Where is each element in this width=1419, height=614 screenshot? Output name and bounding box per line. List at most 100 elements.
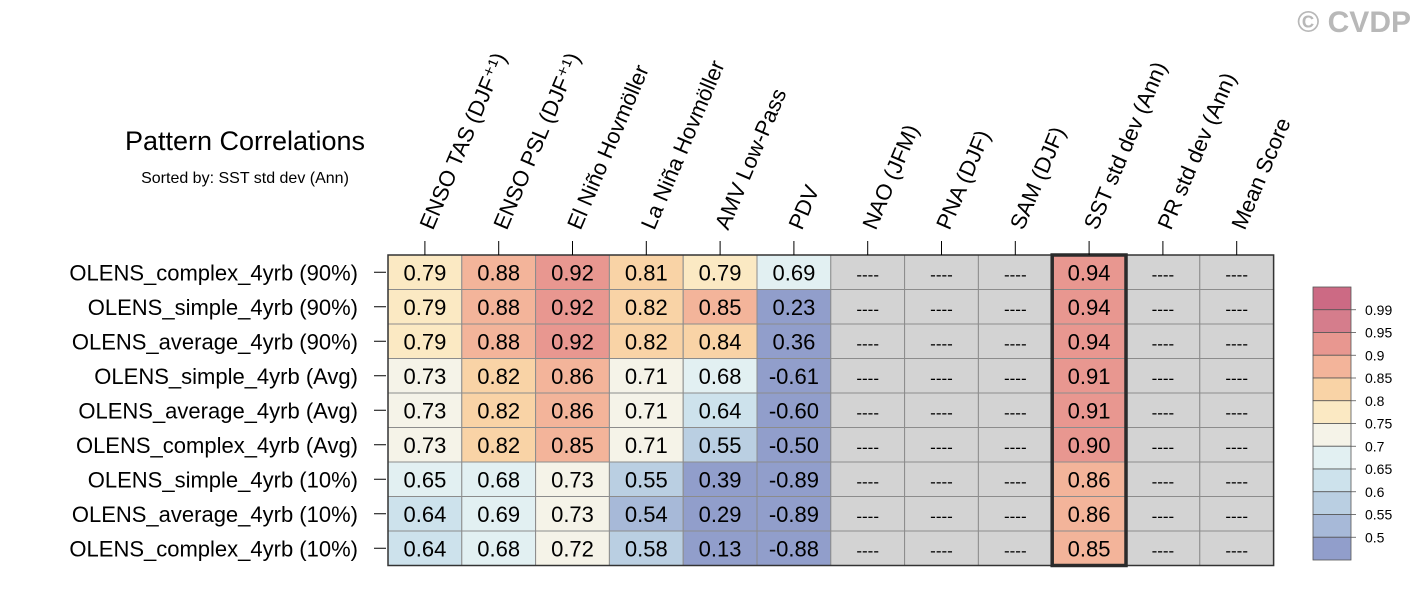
row-label: OLENS_complex_4yrb (10%) <box>69 536 358 561</box>
cell-value: 0.64 <box>403 502 446 527</box>
cell-value: 0.84 <box>699 329 742 354</box>
cell-value: ---- <box>1152 334 1175 353</box>
heatmap-cell <box>461 530 537 566</box>
cell-value: ---- <box>1152 369 1175 388</box>
watermark: © CVDP <box>1297 6 1411 39</box>
column-label: PR std dev (Ann) <box>1152 69 1240 233</box>
heatmap-cell <box>1125 323 1201 359</box>
cell-value: ---- <box>930 334 953 353</box>
cell-value: 0.86 <box>551 364 594 389</box>
colorbar-swatch <box>1312 286 1352 311</box>
cell-value: ---- <box>1225 300 1248 319</box>
cell-value: 0.73 <box>403 398 446 423</box>
cell-value: ---- <box>1004 403 1027 422</box>
colorbar-label: 0.7 <box>1365 438 1385 454</box>
heatmap-cell <box>682 427 758 463</box>
heatmap-cell <box>830 427 906 463</box>
cell-value: 0.69 <box>477 502 520 527</box>
heatmap-cell <box>756 289 832 325</box>
cell-value: 0.64 <box>403 536 446 561</box>
heatmap-cell <box>904 530 979 566</box>
column-label: El Niño Hovmöller <box>562 61 654 233</box>
cell-value: 0.79 <box>403 329 446 354</box>
heatmap-cell <box>1125 254 1201 290</box>
cell-value: 0.90 <box>1068 433 1111 458</box>
heatmap-cell <box>830 289 906 325</box>
cell-value: 0.92 <box>551 295 594 320</box>
cell-value: 0.94 <box>1068 260 1111 285</box>
heatmap-cell <box>830 323 906 359</box>
heatmap-cell <box>461 323 537 359</box>
heatmap-cell <box>904 254 979 290</box>
cell-value: ---- <box>1225 369 1248 388</box>
cell-value: ---- <box>1004 369 1027 388</box>
cell-value: 0.91 <box>1068 398 1111 423</box>
cell-value: 0.86 <box>551 398 594 423</box>
heatmap-cell <box>830 496 906 532</box>
colorbar-label: 0.6 <box>1365 484 1385 500</box>
cell-value: ---- <box>1004 265 1027 284</box>
heatmap-cell <box>535 427 610 463</box>
heatmap-cell <box>535 289 610 325</box>
cell-value: -0.61 <box>769 364 819 389</box>
heatmap-cell <box>535 461 610 497</box>
cell-value: ---- <box>1152 403 1175 422</box>
cell-value: ---- <box>930 438 953 457</box>
heatmap-cell <box>756 392 832 428</box>
cell-value: 0.82 <box>625 295 668 320</box>
colorbar-label: 0.99 <box>1365 302 1392 318</box>
colorbar-label: 0.5 <box>1365 529 1385 545</box>
colorbar-label: 0.85 <box>1365 370 1392 386</box>
cell-value: ---- <box>1225 403 1248 422</box>
cell-value: -0.50 <box>769 433 819 458</box>
cell-value: 0.13 <box>699 536 742 561</box>
heatmap-cell <box>682 461 758 497</box>
heatmap-cell <box>682 392 758 428</box>
heatmap-cell <box>535 323 610 359</box>
colorbar-swatch <box>1312 445 1352 470</box>
heatmap-cell <box>461 289 537 325</box>
cell-value: ---- <box>1225 334 1248 353</box>
grid-border <box>387 254 1275 567</box>
cell-value: 0.65 <box>403 467 446 492</box>
column-label: SST std dev (Ann) <box>1079 58 1172 233</box>
cell-value: ---- <box>1225 438 1248 457</box>
cell-value: 0.82 <box>477 398 520 423</box>
heatmap-cell <box>756 323 832 359</box>
cell-value: ---- <box>1225 541 1248 560</box>
cell-value: ---- <box>1225 265 1248 284</box>
cell-value: ---- <box>1225 507 1248 526</box>
cell-value: ---- <box>1004 334 1027 353</box>
row-label: OLENS_simple_4yrb (Avg) <box>94 364 358 389</box>
heatmap-cell <box>608 289 684 325</box>
cell-value: ---- <box>856 403 879 422</box>
row-label: OLENS_complex_4yrb (Avg) <box>76 433 358 458</box>
heatmap-cell <box>1051 496 1127 532</box>
chart-title: Pattern Correlations <box>124 126 366 156</box>
cell-value: ---- <box>856 369 879 388</box>
cell-value: 0.85 <box>699 295 742 320</box>
column-label: AMV Low-Pass <box>710 85 792 233</box>
cell-value: 0.85 <box>1068 536 1111 561</box>
heatmap-cell <box>608 358 684 394</box>
heatmap-cell <box>1199 392 1275 428</box>
cell-value: 0.86 <box>1068 502 1111 527</box>
cell-value: 0.88 <box>477 329 520 354</box>
colorbar-label: 0.65 <box>1365 461 1392 477</box>
heatmap-cell <box>682 289 758 325</box>
cell-value: 0.88 <box>477 260 520 285</box>
cell-value: ---- <box>930 472 953 491</box>
heatmap-cell <box>904 461 979 497</box>
colorbar-label: 0.95 <box>1365 325 1392 341</box>
cell-value: ---- <box>930 507 953 526</box>
cell-value: ---- <box>1004 300 1027 319</box>
cell-value: -0.88 <box>769 536 819 561</box>
cell-value: 0.64 <box>699 398 742 423</box>
heatmap-cell <box>977 461 1053 497</box>
cell-value: 0.73 <box>403 433 446 458</box>
heatmap-cell <box>682 323 758 359</box>
cell-value: 0.72 <box>551 536 594 561</box>
cell-value: 0.39 <box>699 467 742 492</box>
cell-value: 0.71 <box>625 433 668 458</box>
